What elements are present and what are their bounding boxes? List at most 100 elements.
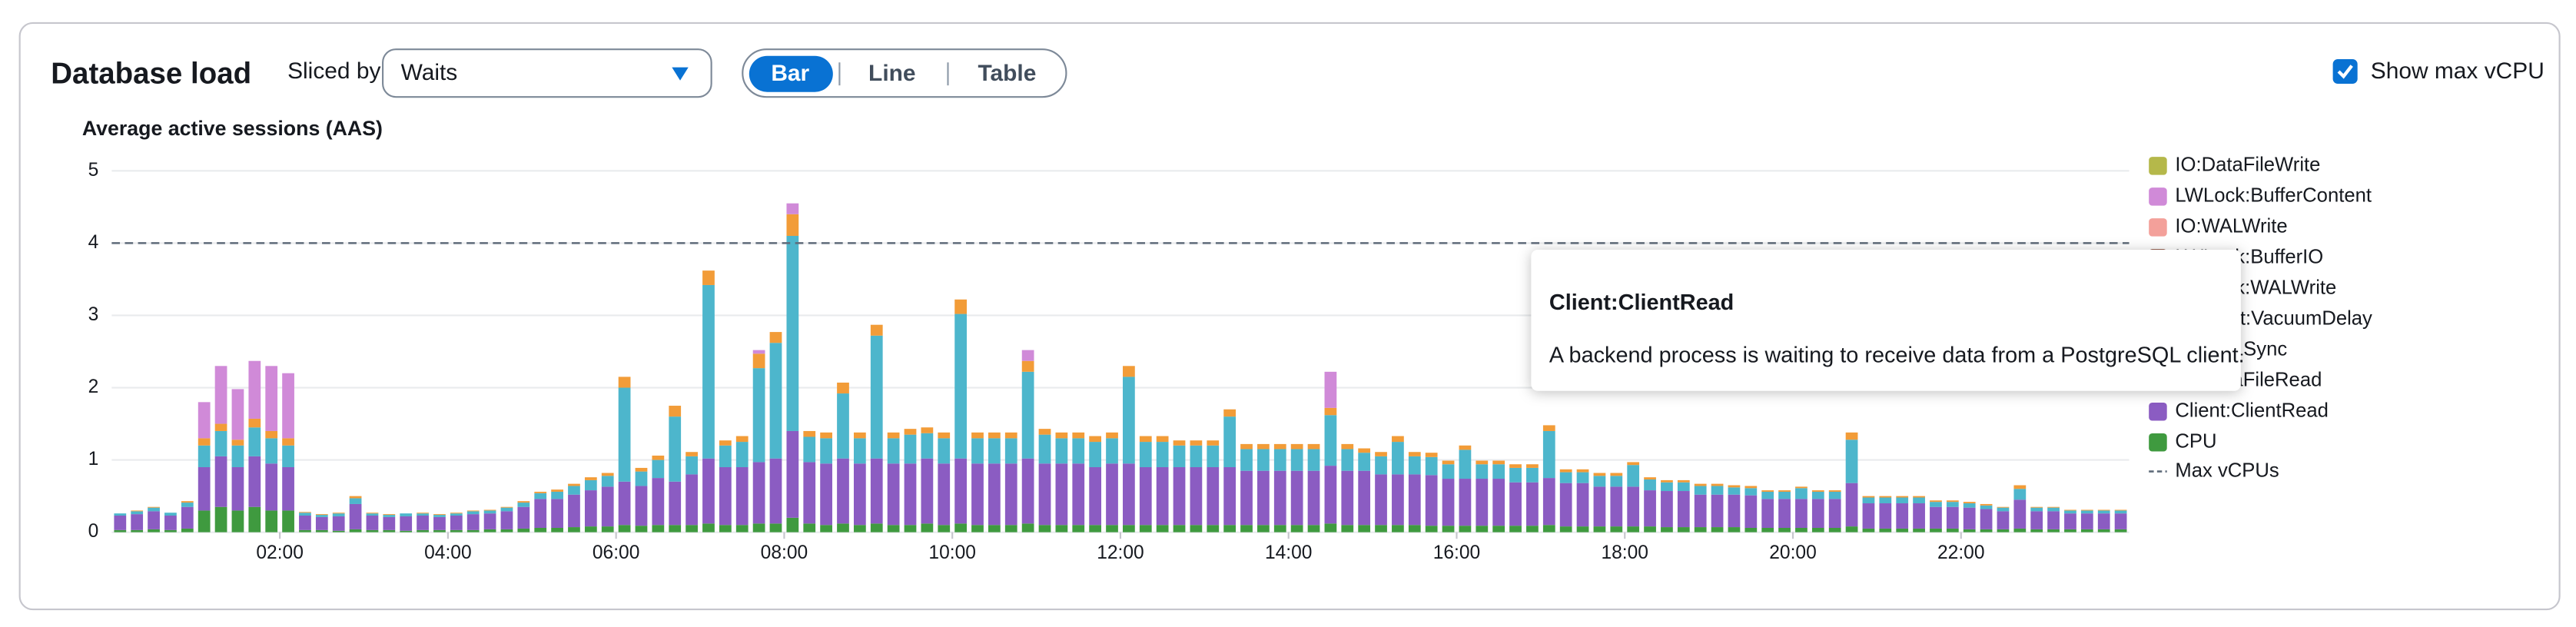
dropdown-box[interactable] [382,48,712,98]
bar-segment [1610,486,1623,527]
bar-segment [265,510,278,532]
bar-segment [299,516,311,530]
bar-segment [2097,509,2110,511]
bar-segment [2013,499,2027,529]
bar-segment [1207,525,1220,532]
bar-segment [1761,499,1774,528]
bar-segment [988,432,1001,439]
tab-line[interactable]: Line [868,61,915,86]
bar-segment [1106,525,1118,532]
bar-segment [349,496,362,499]
bar-segment [1324,415,1337,466]
bar-segment [1896,503,1909,529]
legend-label: IO:DataFileWrite [2175,154,2320,176]
bar-segment [383,529,396,532]
bar-segment [1038,434,1051,464]
bar-segment [1106,432,1118,439]
bar-segment [299,529,311,532]
bar-segment [1913,503,1925,529]
bar-segment [1156,466,1169,526]
bar-segment [803,436,816,463]
bar-segment [1089,442,1102,467]
dropdown-caret[interactable] [672,67,689,81]
bar-segment [1425,453,1438,457]
bar-segment [1459,526,1472,532]
bar-segment [231,445,244,467]
bar-segment [282,445,294,467]
bar-segment [1509,467,1522,483]
bar-segment [1930,502,1942,507]
checkbox[interactable] [2332,58,2358,85]
bar-segment [1509,482,1522,526]
tab-table[interactable]: Table [978,61,1036,86]
bar-segment [1744,495,1758,528]
max-vcpu-checkbox[interactable]: Show max vCPU [2332,58,2544,85]
bar-segment [1896,496,1909,498]
y-tick-label: 5 [88,160,99,181]
bar-segment [786,214,799,236]
bar-segment [1862,503,1875,529]
bar-segment [1173,445,1186,467]
bar-segment [618,525,631,532]
bar-segment [231,510,244,532]
bar-segment [1375,474,1387,526]
bar-segment [601,526,614,532]
tooltip-box [1531,249,2241,391]
bar-segment [1358,453,1371,471]
bar-segment [2097,510,2110,514]
bar-segment [988,525,1001,532]
bar-segment [349,503,362,529]
bar-segment [315,529,328,532]
bar-segment [1661,491,1673,528]
bar-segment [1273,525,1286,532]
bar-segment [1694,494,1707,528]
bar-segment [315,515,328,517]
bar-segment [669,481,682,526]
bar-segment [870,523,883,532]
bar-segment [2080,509,2093,511]
bar-segment [1290,449,1303,471]
bar-segment [1492,460,1505,465]
legend-label: IO:WALWrite [2175,216,2287,237]
bar-segment [214,506,227,532]
bar-segment [366,516,379,530]
bar-segment [1795,527,1808,532]
bar-segment [198,445,211,467]
bar-segment [853,525,866,532]
bar-segment [1677,527,1690,532]
bar-segment [400,513,413,516]
bar-segment [164,513,177,516]
toggle-selected[interactable] [749,55,833,92]
bar-segment [702,284,715,459]
bar-segment [786,203,799,214]
dropdown-value[interactable]: Waits [401,60,458,85]
bar-segment [904,525,917,532]
bar-segment [1375,525,1387,532]
bar-segment [719,466,732,526]
bar-segment [1123,377,1135,464]
bar-segment [1072,525,1085,532]
legend-swatch [2149,218,2167,237]
bar-segment [904,434,917,464]
bar-segment [466,529,480,532]
bar-segment [853,432,866,439]
bar-segment [534,527,547,532]
bar-segment [1593,526,1606,532]
bar-segment [1711,486,1724,495]
bar-segment [1072,463,1085,526]
bar-segment [1845,432,1858,440]
bar-segment [669,416,682,482]
bar-segment [735,442,749,467]
bar-segment [517,506,530,529]
slice-dropdown[interactable]: Waits [382,48,712,98]
bar-segment [702,523,715,532]
bar-segment [1828,499,1841,528]
bar-segment [131,510,144,512]
bar-segment [131,511,144,515]
bar-segment [1728,494,1741,528]
checkbox-label[interactable]: Show max vCPU [2371,58,2544,84]
bar-segment [1661,479,1673,483]
tab-bar[interactable]: Bar [771,61,809,86]
bar-segment [551,527,563,532]
bar-segment [1879,496,1892,498]
